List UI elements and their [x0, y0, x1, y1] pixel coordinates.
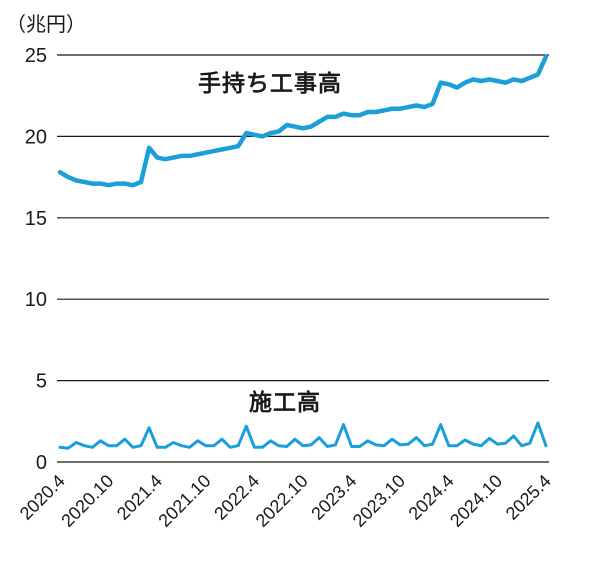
y-tick-label-20: 20 [25, 126, 47, 148]
series-line-1 [57, 54, 549, 188]
y-axis-unit-label: （兆円） [6, 14, 86, 36]
x-tick-label-2025.4: 2025.4 [502, 471, 555, 524]
y-tick-label-0: 0 [36, 452, 47, 474]
y-tick-label-5: 5 [36, 371, 47, 393]
series-label-completed-work: 施工高 [249, 389, 321, 415]
series-label-backlog: 手持ち工事高 [198, 70, 342, 96]
x-tick-label-2024.10: 2024.10 [446, 471, 506, 531]
y-tick-label-25: 25 [25, 45, 47, 67]
x-tick-label-2020.10: 2020.10 [57, 471, 117, 531]
y-tick-label-15: 15 [25, 208, 47, 230]
x-tick-label-2023.10: 2023.10 [349, 471, 409, 531]
x-tick-label-2022.10: 2022.10 [252, 471, 312, 531]
y-tick-label-10: 10 [25, 289, 47, 311]
series-line-2 [58, 421, 548, 450]
x-tick-label-2021.10: 2021.10 [154, 471, 214, 531]
